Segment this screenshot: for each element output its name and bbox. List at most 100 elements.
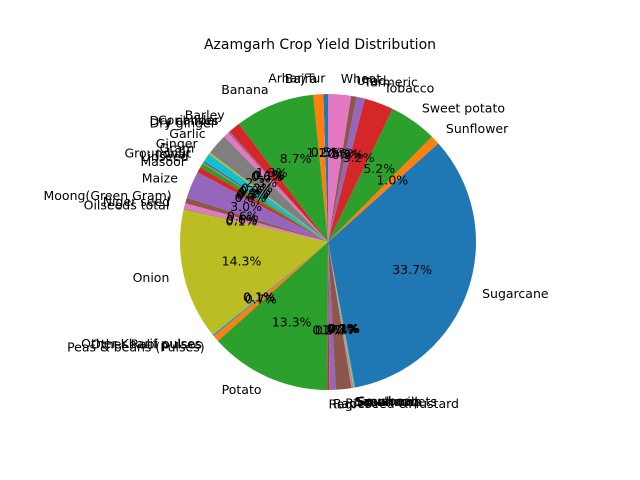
pie-slice-masoor <box>197 167 328 242</box>
pct-label-small-millets: 0.1% <box>328 321 360 336</box>
slice-label-jowar: Jowar <box>155 147 191 162</box>
pct-label-sweet-potato: 5.2% <box>363 161 395 176</box>
slice-label-masoor: Masoor <box>140 154 186 169</box>
pct-label-oilseeds-total: 0.1% <box>226 214 258 229</box>
slice-label-sugarcane: Sugarcane <box>482 286 549 301</box>
pct-label-sugarcane: 33.7% <box>392 262 432 277</box>
pie-slice-sannhamp <box>328 242 353 389</box>
pie-slice-other-kharif-pulses <box>212 242 328 336</box>
slice-label-niger-seed: Niger seed <box>103 194 170 209</box>
pie-slice-oilseeds-total <box>183 208 328 242</box>
pct-label-gram: 0.9% <box>239 183 271 198</box>
slice-label-sannhamp: Sannhamp <box>355 394 422 409</box>
pie-slice-sesamum <box>328 242 354 388</box>
slice-label-dry-ginger: Dry ginger <box>150 115 217 130</box>
slice-label-rapeseed-mustard: Rapeseed &Mustard <box>333 396 459 411</box>
pct-label-coriander: 0.1% <box>253 167 285 182</box>
pie-slice-dry-ginger <box>224 132 328 242</box>
pie-slice-maize <box>186 172 328 242</box>
pct-label-banana: 8.7% <box>280 151 312 166</box>
pct-label-dry-ginger: 0.6% <box>251 169 283 184</box>
pct-label-other-kharif-pulses: 0.1% <box>243 289 275 304</box>
pie-slices <box>180 93 477 391</box>
pie-slice-onion <box>180 209 328 335</box>
slice-label-gram: Gram <box>160 141 195 156</box>
chart-title: Azamgarh Crop Yield Distribution <box>204 37 436 53</box>
pct-label-moong-green-gram: 0.6% <box>227 209 259 224</box>
pct-label-ginger: 0.2% <box>241 180 273 195</box>
pct-label-garlic: 2.3% <box>245 175 277 190</box>
pct-label-sesamum: 0.1% <box>327 321 359 336</box>
slice-label-oilseeds-total: Oilseeds total <box>84 197 170 212</box>
pct-label-sunflower: 1.0% <box>376 172 408 187</box>
slice-label-turmeric: Turmeric <box>363 75 418 90</box>
pct-label-masoor: 0.6% <box>235 190 267 205</box>
pct-label-onion: 14.3% <box>222 254 262 269</box>
pie-slice-sunflower <box>328 136 439 242</box>
pct-label-niger-seed: 0.6% <box>226 212 258 227</box>
slice-label-potato: Potato <box>222 382 262 397</box>
pie-slice-coriander <box>228 131 328 242</box>
pie-slice-moong-green-gram <box>185 197 328 242</box>
pie-slice-dry-chillies <box>228 132 328 242</box>
slice-label-linseed: Linseed <box>141 149 189 164</box>
pct-label-bajra: 1.1% <box>306 145 338 160</box>
slice-label-bajra: Bajra <box>285 71 318 86</box>
pct-label-arhar-tur: 0.5% <box>311 145 343 160</box>
slice-label-tobacco: Tobacco <box>383 81 434 96</box>
pie-slice-rapeseed-mustard <box>328 242 336 390</box>
slice-label-sunflower: Sunflower <box>446 121 509 136</box>
slice-label-wheat: Wheat <box>341 71 382 86</box>
pie-slice-rice <box>328 242 352 390</box>
pie-slice-soyabean <box>328 242 356 388</box>
pct-label-maize: 3.0% <box>230 199 262 214</box>
slice-label-arhar-tur: Arhar/Tur <box>268 71 326 86</box>
pie-slice-jowar <box>202 162 328 242</box>
pie-slice-bajra <box>313 94 328 242</box>
pct-label-rapeseed-mustard: 0.7% <box>315 322 347 337</box>
pie-slice-tobacco <box>328 98 393 242</box>
pct-label-ragi: 0.2% <box>312 322 344 337</box>
slice-label-barley: Barley <box>185 108 226 123</box>
slice-label-coriander: Coriander <box>158 112 220 127</box>
pct-label-potato: 13.3% <box>272 315 312 330</box>
slice-label-peas-beans-pulses: Peas & beans (Pulses) <box>67 340 205 355</box>
slice-label-other-rabi-pulses: Other Rabi pulses <box>91 337 202 352</box>
pct-label-peas-beans-pulses: 0.7% <box>245 291 277 306</box>
pct-label-soyabean: 0.1% <box>328 321 360 336</box>
slice-label-groundnut: Groundnut <box>124 145 191 160</box>
pct-label-linseed: 0.5% <box>236 188 268 203</box>
pct-label-urad: 0.6% <box>328 146 360 161</box>
slice-label-other-kharif-pulses: Other Kharif pulses <box>81 336 201 351</box>
slice-label-dry-chillies: Dry chillies <box>149 113 218 128</box>
pie-slice-sugarcane <box>328 143 477 388</box>
pie-slice-arhar-tur <box>323 93 328 243</box>
pie-slice-garlic <box>210 136 328 242</box>
pie-slice-peas-beans-pulses <box>213 242 328 342</box>
pie-slice-ginger <box>208 152 328 242</box>
slice-label-sesamum: Sesamum <box>356 394 418 409</box>
pie-slice-groundnut <box>203 161 328 242</box>
slice-label-soyabean: Soyabean <box>358 394 420 409</box>
slice-label-garlic: Garlic <box>169 126 205 141</box>
slice-label-sweet-potato: Sweet potato <box>422 101 505 116</box>
slice-label-maize: Maize <box>142 171 178 186</box>
slice-label-banana: Banana <box>221 82 268 97</box>
pie-slice-banana <box>238 94 328 242</box>
slice-label-moong-green-gram: Moong(Green Gram) <box>44 188 172 203</box>
slice-label-ragi: Ragi <box>329 396 356 411</box>
pie-slice-urad <box>328 95 357 242</box>
slice-label-ginger: Ginger <box>156 136 199 151</box>
slice-label-urad: Urad <box>357 73 387 88</box>
pie-slice-barley <box>229 123 328 242</box>
pct-label-groundnut: 0.2% <box>238 185 270 200</box>
pie-slice-other-rabi-pulses <box>213 242 328 337</box>
pct-label-other-rabi-pulses: 0.1% <box>243 290 275 305</box>
pct-label-dry-chillies: 0.1% <box>252 168 284 183</box>
slice-label-small-millets: Small millets <box>357 394 437 409</box>
pie-slice-niger-seed <box>183 203 328 242</box>
pie-slice-potato <box>217 242 328 390</box>
pct-label-jowar: 0.1% <box>237 186 269 201</box>
